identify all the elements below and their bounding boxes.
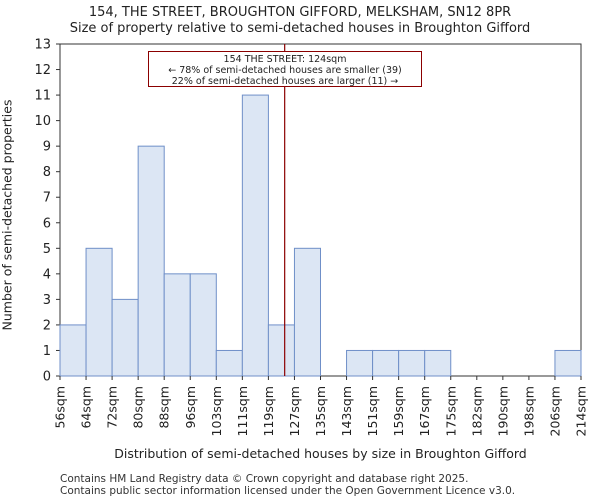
x-tick-label: 190sqm [495, 386, 510, 436]
histogram-bar [111, 298, 139, 377]
annotation-line3: 22% of semi-detached houses are larger (… [171, 76, 399, 87]
y-tick-label: 7 [43, 191, 51, 206]
x-tick-label: 151sqm [365, 386, 380, 436]
y-tick-label: 12 [34, 63, 51, 78]
chart-title-line2: Size of property relative to semi-detach… [69, 21, 531, 36]
x-tick-label: 103sqm [209, 386, 224, 436]
y-tick-label: 1 [43, 344, 51, 359]
property-annotation-box: 154 THE STREET: 124sqm ← 78% of semi-det… [148, 51, 422, 87]
x-tick-label: 135sqm [313, 386, 328, 436]
y-tick-label: 13 [34, 38, 51, 53]
x-tick-label: 56sqm [53, 386, 68, 429]
y-tick-label: 3 [43, 293, 51, 308]
y-tick-label: 11 [34, 89, 51, 104]
x-tick-label: 198sqm [521, 386, 536, 436]
histogram-bar [346, 349, 374, 377]
x-tick-label: 182sqm [469, 386, 484, 436]
x-tick-label: 111sqm [235, 386, 250, 436]
histogram-bar [189, 273, 217, 377]
histogram-bar [241, 94, 269, 377]
y-tick-label: 0 [43, 370, 51, 385]
x-tick-label: 143sqm [339, 386, 354, 436]
y-tick-label: 10 [34, 114, 51, 129]
footer-copyright: Contains HM Land Registry data © Crown c… [60, 473, 469, 485]
y-tick-label: 9 [43, 140, 51, 155]
chart-title-line1: 154, THE STREET, BROUGHTON GIFFORD, MELK… [88, 5, 512, 20]
x-tick-label: 64sqm [79, 386, 94, 429]
x-tick-label: 214sqm [574, 386, 589, 436]
histogram-bar [85, 247, 113, 377]
histogram-bar [163, 273, 191, 377]
x-tick-label: 96sqm [183, 386, 198, 429]
y-axis-label: Number of semi-detached properties [0, 99, 15, 331]
histogram-bar [215, 349, 243, 377]
y-tick-label: 4 [43, 267, 51, 282]
y-tick-label: 6 [43, 216, 51, 231]
x-tick-label: 72sqm [105, 386, 120, 429]
x-tick-label: 127sqm [287, 386, 302, 436]
x-tick-label: 119sqm [261, 386, 276, 436]
x-tick-label: 206sqm [547, 386, 562, 436]
x-tick-label: 88sqm [157, 386, 172, 429]
histogram-bar [398, 349, 426, 377]
x-tick-label: 159sqm [391, 386, 406, 436]
histogram-bar [267, 324, 295, 377]
histogram-bar [137, 145, 165, 377]
y-tick-label: 5 [43, 242, 51, 257]
y-tick-label: 8 [43, 165, 51, 180]
footer-licence: Contains public sector information licen… [60, 485, 516, 497]
histogram-bar [372, 349, 400, 377]
x-tick-label: 167sqm [417, 386, 432, 436]
histogram-bar [293, 247, 322, 377]
x-tick-label: 175sqm [443, 386, 458, 436]
x-axis-label: Distribution of semi-detached houses by … [114, 446, 527, 461]
x-tick-label: 80sqm [131, 386, 146, 429]
histogram-bar [554, 349, 582, 377]
annotation-line2: ← 78% of semi-detached houses are smalle… [168, 65, 402, 76]
histogram-bar [59, 324, 87, 377]
histogram-bar [424, 349, 452, 377]
annotation-line1: 154 THE STREET: 124sqm [223, 54, 347, 65]
y-tick-label: 2 [43, 318, 51, 333]
